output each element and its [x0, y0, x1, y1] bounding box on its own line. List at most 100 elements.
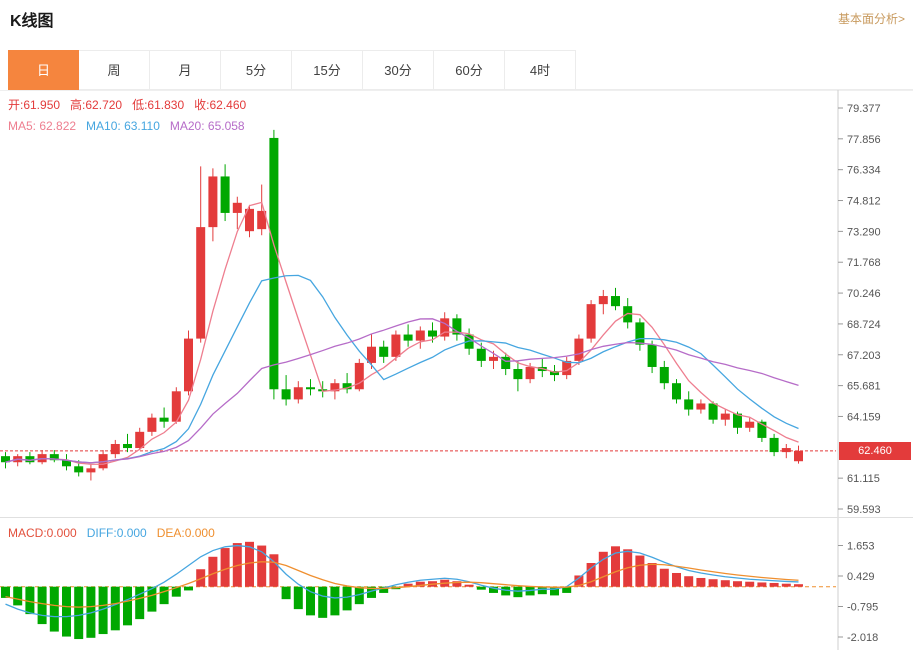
candle-body — [489, 356, 498, 361]
macd-bar — [415, 581, 425, 587]
ohlc-item-0: 开:61.950 — [8, 98, 61, 112]
macd-bar — [62, 586, 71, 637]
macd-bar — [110, 586, 120, 631]
candle-body — [513, 369, 523, 380]
y-axis-label: 70.246 — [847, 288, 881, 300]
candle-body — [733, 413, 742, 428]
candle-body — [220, 176, 230, 213]
ma20-line — [5, 318, 799, 464]
macd-item-0: MACD:0.000 — [8, 526, 77, 540]
macd-bar — [367, 586, 376, 598]
candle-body — [428, 330, 437, 337]
period-tab-6[interactable]: 60分 — [434, 50, 505, 90]
macd-bar — [342, 586, 352, 611]
candle-body — [550, 371, 559, 376]
y-axis-label: 59.593 — [847, 504, 881, 516]
ma-legend: MA5: 62.822 MA10: 63.110 MA20: 65.058 — [8, 119, 255, 133]
macd-bar — [306, 586, 315, 616]
macd-bar — [354, 586, 364, 605]
macd-bar — [794, 584, 803, 587]
macd-axis-label: -0.795 — [847, 602, 878, 614]
macd-bar — [769, 582, 779, 587]
period-tab-2[interactable]: 月 — [150, 50, 221, 90]
macd-bar — [720, 580, 730, 587]
candle-body — [25, 456, 35, 463]
ohlc-item-2: 低:61.830 — [132, 98, 185, 112]
period-tabs: 日周月 5分 15分 30分 60分 4时 — [8, 50, 913, 90]
y-axis-label: 74.812 — [847, 196, 881, 208]
macd-bar — [403, 583, 413, 587]
y-axis-label: 76.334 — [847, 165, 881, 177]
macd-bar — [37, 586, 47, 625]
candle-body — [171, 391, 181, 422]
macd-bar — [196, 569, 206, 587]
macd-bar — [269, 554, 279, 587]
macd-bar — [13, 586, 23, 606]
macd-bar — [684, 576, 694, 587]
macd-bar — [159, 586, 169, 605]
macd-bar — [330, 586, 340, 616]
period-tab-3[interactable]: 5分 — [221, 50, 292, 90]
candle-body — [367, 346, 376, 363]
y-axis-label: 67.203 — [847, 350, 881, 362]
candle-body — [598, 296, 608, 305]
candle-body — [306, 387, 315, 390]
y-axis-label: 61.115 — [847, 473, 880, 485]
y-axis-label: 73.290 — [847, 226, 881, 238]
candle-body — [159, 417, 169, 422]
candle-body — [635, 322, 645, 345]
y-axis-label: 71.768 — [847, 257, 881, 269]
candle-body — [391, 334, 401, 357]
macd-bar — [647, 563, 657, 587]
candle-body — [86, 468, 96, 473]
macd-item-2: DEA:0.000 — [156, 526, 215, 540]
ohlc-item-1: 高:62.720 — [70, 98, 123, 112]
candle-body — [501, 356, 511, 370]
diff-line — [5, 544, 799, 618]
period-tab-0[interactable]: 日 — [8, 50, 79, 90]
macd-y-axis: 1.653 0.429 -0.795 -2.018 — [838, 540, 878, 644]
macd-bar — [208, 556, 218, 587]
candle-body — [696, 403, 706, 410]
macd-bar — [586, 563, 596, 587]
dea-line — [5, 561, 799, 608]
candle-body — [1, 456, 10, 463]
y-axis-label: 65.681 — [847, 381, 881, 393]
candle-body — [684, 399, 694, 410]
macd-bar — [220, 548, 230, 587]
candle-body — [49, 454, 59, 461]
macd-bar — [733, 581, 742, 587]
macd-bar — [781, 583, 791, 587]
candle-body — [123, 443, 132, 449]
macd-bar — [696, 577, 706, 587]
period-tab-5[interactable]: 30分 — [363, 50, 434, 90]
candle-body — [672, 383, 681, 400]
current-price-tag: 62.460 — [839, 441, 911, 460]
candle-body — [562, 360, 572, 376]
fundamental-analysis-link[interactable]: 基本面分析> — [837, 12, 905, 26]
macd-bar — [123, 586, 132, 626]
candle-body — [586, 304, 596, 339]
candle-body — [196, 227, 206, 339]
macd-bar — [708, 579, 718, 587]
period-tab-1[interactable]: 周 — [79, 50, 150, 90]
candle-body — [403, 334, 413, 341]
candle-body — [525, 366, 535, 380]
candle-body — [379, 346, 389, 357]
candle-body — [794, 450, 803, 462]
macd-bar — [98, 586, 108, 635]
candle-body — [269, 137, 279, 390]
period-tab-4[interactable]: 15分 — [292, 50, 363, 90]
candle-body — [74, 466, 84, 473]
ma-item-0: MA5: 62.822 — [8, 119, 77, 133]
period-tab-7[interactable]: 4时 — [505, 50, 576, 90]
macd-axis-label: 0.429 — [847, 571, 875, 583]
macd-bar — [184, 586, 193, 591]
page-title: K线图 — [10, 13, 54, 30]
macd-bar — [293, 586, 303, 610]
macd-bar — [611, 546, 620, 587]
macd-bar — [659, 568, 669, 587]
ma5-line — [5, 201, 799, 465]
